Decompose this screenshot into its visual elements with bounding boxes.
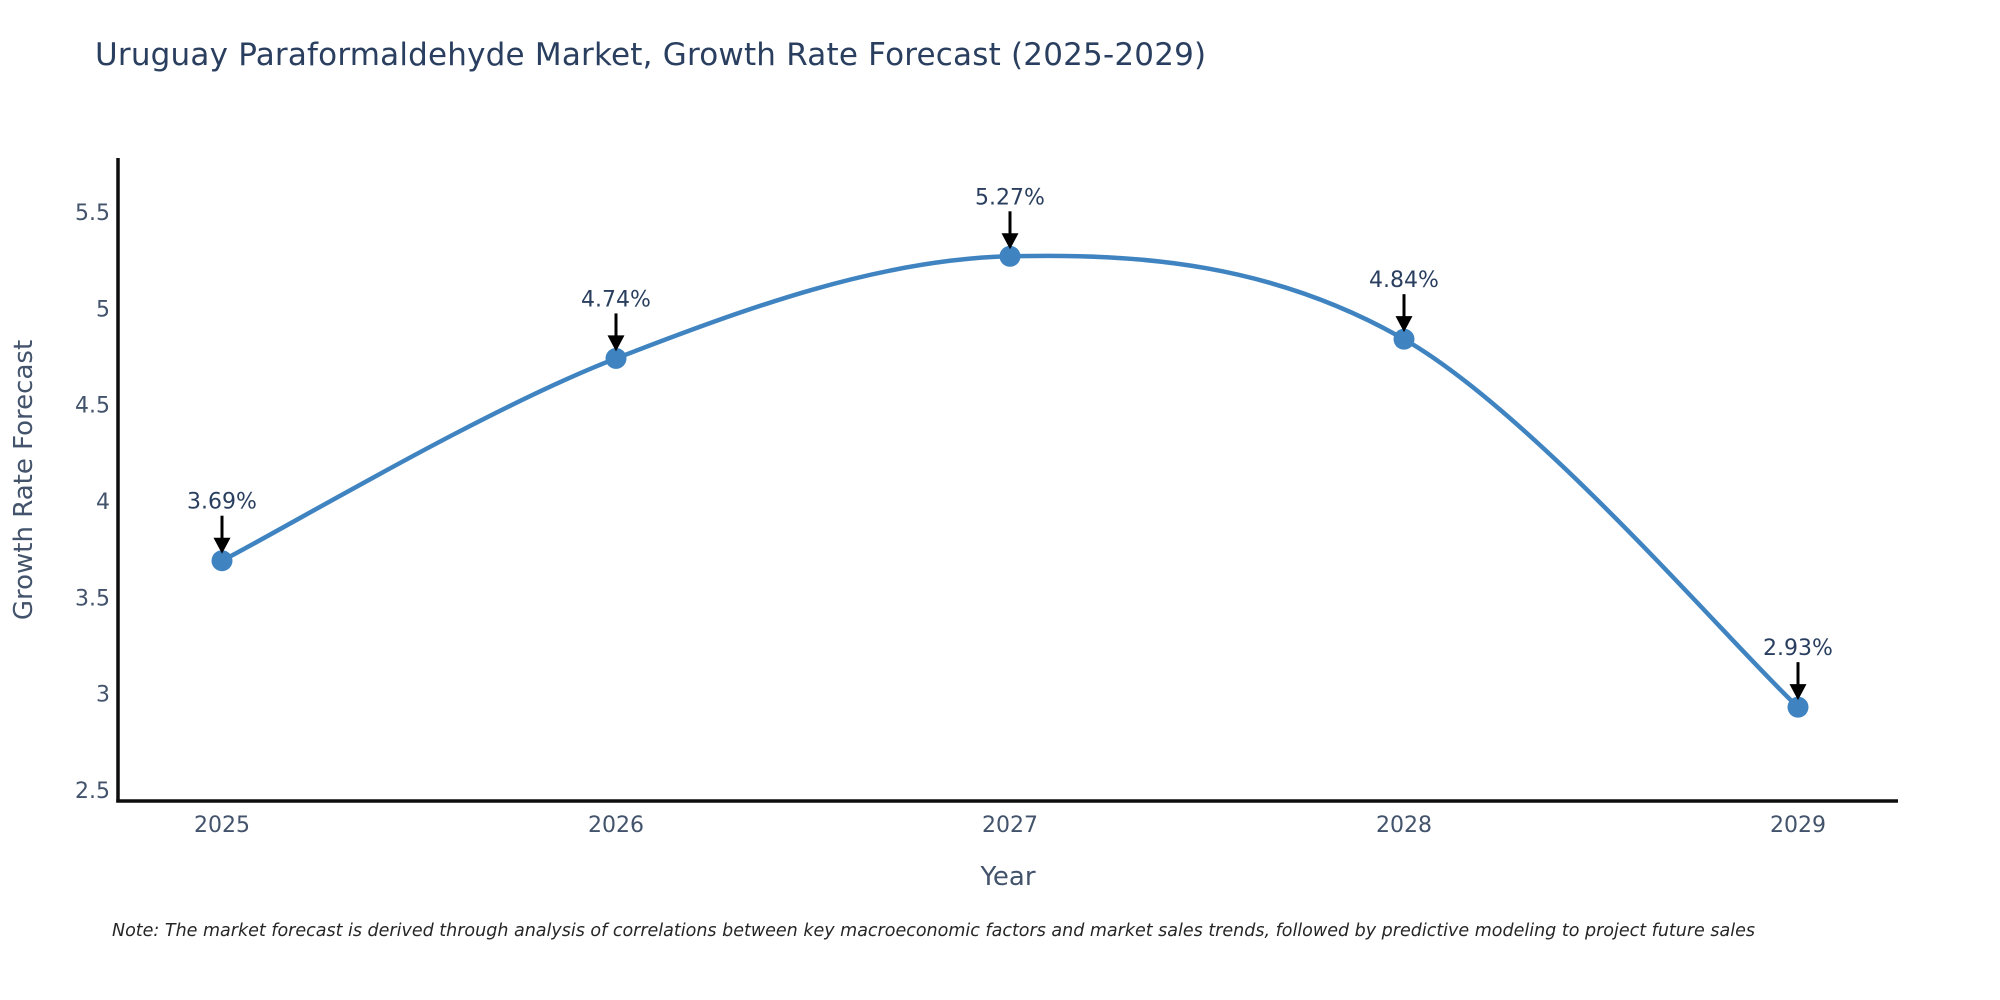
point-annotation: 4.84%: [1369, 268, 1439, 333]
x-tick-label: 2029: [1770, 813, 1826, 838]
x-tick-label: 2028: [1376, 813, 1432, 838]
annotation-arrowhead-icon: [1395, 316, 1413, 333]
x-tick-label: 2027: [982, 813, 1038, 838]
data-point[interactable]: [999, 245, 1021, 267]
y-axis-tick-labels: 2.5 3 3.5 4 4.5 5 5.5: [75, 201, 110, 804]
annotation-label: 5.27%: [975, 185, 1045, 210]
annotation-label: 4.84%: [1369, 268, 1439, 293]
data-point[interactable]: [605, 347, 627, 369]
y-tick-label: 2.5: [75, 779, 110, 804]
x-axis-tick-labels: 2025 2026 2027 2028 2029: [194, 813, 1826, 838]
annotation-arrowhead-icon: [213, 537, 231, 554]
y-axis-title: Growth Rate Forecast: [9, 340, 39, 620]
annotation-label: 2.93%: [1763, 636, 1833, 661]
point-annotation: 3.69%: [187, 490, 257, 554]
series-line: [219, 253, 1801, 710]
y-tick-label: 3.5: [75, 586, 110, 611]
data-point[interactable]: [211, 550, 233, 572]
annotation-arrowhead-icon: [1001, 233, 1019, 250]
y-tick-label: 5.5: [75, 201, 110, 226]
annotation-arrowhead-icon: [1789, 684, 1807, 701]
annotation-label: 3.69%: [187, 490, 257, 515]
y-tick-label: 4.5: [75, 394, 110, 419]
annotation-label: 4.74%: [581, 287, 651, 312]
y-tick-label: 3: [96, 683, 110, 708]
data-point[interactable]: [1787, 696, 1809, 718]
footnote: Note: The market forecast is derived thr…: [112, 921, 1755, 941]
series-growth-rate: [211, 245, 1809, 718]
point-annotation: 5.27%: [975, 185, 1045, 250]
point-annotation: 4.74%: [581, 287, 651, 352]
y-tick-label: 4: [96, 490, 110, 515]
data-point[interactable]: [1393, 328, 1415, 350]
y-tick-label: 5: [96, 297, 110, 322]
x-tick-label: 2025: [194, 813, 250, 838]
annotation-arrowhead-icon: [607, 335, 625, 352]
point-annotations: 3.69% 4.74% 5.27% 4.84% 2.93%: [187, 185, 1833, 701]
point-annotation: 2.93%: [1763, 636, 1833, 701]
x-axis-title: Year: [979, 862, 1035, 892]
x-tick-label: 2026: [588, 813, 644, 838]
chart-title: Uruguay Paraformaldehyde Market, Growth …: [95, 37, 1207, 73]
